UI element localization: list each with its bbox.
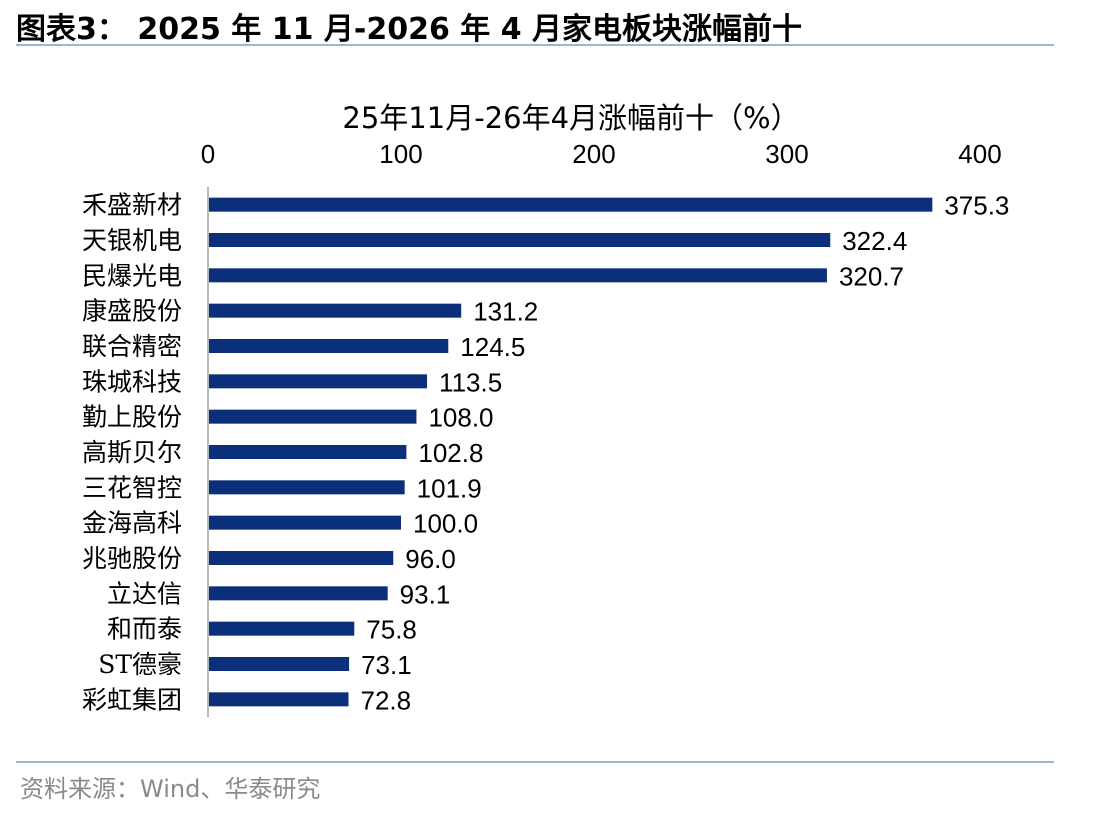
category-label: 兆驰股份 xyxy=(82,544,182,573)
bar xyxy=(209,445,407,459)
bar xyxy=(209,268,827,283)
x-tick-label: 100 xyxy=(379,139,422,169)
bar xyxy=(209,657,350,671)
data-label: 113.5 xyxy=(439,367,502,397)
data-label: 322.4 xyxy=(842,226,907,256)
data-label: 108.0 xyxy=(428,403,493,433)
category-label: 金海高科 xyxy=(82,509,182,538)
bar xyxy=(209,409,417,424)
category-label: 天银机电 xyxy=(82,226,182,255)
data-label: 93.1 xyxy=(400,579,451,609)
category-label: 禾盛新材 xyxy=(82,191,182,220)
bar xyxy=(209,480,405,495)
category-label: 珠城科技 xyxy=(82,367,182,396)
category-label: 民爆光电 xyxy=(82,261,182,290)
data-label: 75.8 xyxy=(366,615,417,645)
category-label: 彩虹集团 xyxy=(82,685,182,714)
category-label: 高斯贝尔 xyxy=(82,438,182,467)
bar xyxy=(209,621,355,636)
data-label: 100.0 xyxy=(413,509,478,539)
title-divider xyxy=(16,44,1054,46)
category-label: 和而泰 xyxy=(107,615,182,644)
data-label: 375.3 xyxy=(944,191,1009,221)
figure-title: 图表3： 2025 年 11 月-2026 年 4 月家电板块涨幅前十 xyxy=(16,12,803,47)
data-label: 73.1 xyxy=(361,650,412,680)
bar xyxy=(209,586,388,601)
category-label: 三花智控 xyxy=(82,473,182,502)
source-divider xyxy=(16,761,1054,763)
data-label: 96.0 xyxy=(405,544,456,574)
bar xyxy=(209,551,394,565)
x-tick-label: 0 xyxy=(201,139,215,169)
x-tick-label: 200 xyxy=(572,139,615,169)
x-tick-label: 300 xyxy=(765,139,808,169)
x-tick-label: 400 xyxy=(958,139,1001,169)
category-label: 立达信 xyxy=(107,579,182,608)
bar xyxy=(209,515,401,530)
data-label: 101.9 xyxy=(417,473,482,503)
bar xyxy=(209,692,349,707)
category-label: ST德豪 xyxy=(98,650,182,679)
data-label: 72.8 xyxy=(361,685,412,715)
bar xyxy=(209,374,428,389)
data-label: 131.2 xyxy=(473,297,538,327)
bar xyxy=(209,197,933,212)
category-label: 康盛股份 xyxy=(82,297,182,326)
bar xyxy=(209,303,462,318)
data-label: 102.8 xyxy=(418,438,483,468)
chart-title: 25年11月-26年4月涨幅前十（%） xyxy=(342,101,800,135)
source-note: 资料来源：Wind、华泰研究 xyxy=(20,775,321,803)
bar xyxy=(209,233,831,247)
data-label: 124.5 xyxy=(460,332,525,362)
bar xyxy=(209,339,449,353)
data-label: 320.7 xyxy=(839,261,904,291)
category-label: 勤上股份 xyxy=(82,403,182,432)
category-label: 联合精密 xyxy=(82,332,182,361)
